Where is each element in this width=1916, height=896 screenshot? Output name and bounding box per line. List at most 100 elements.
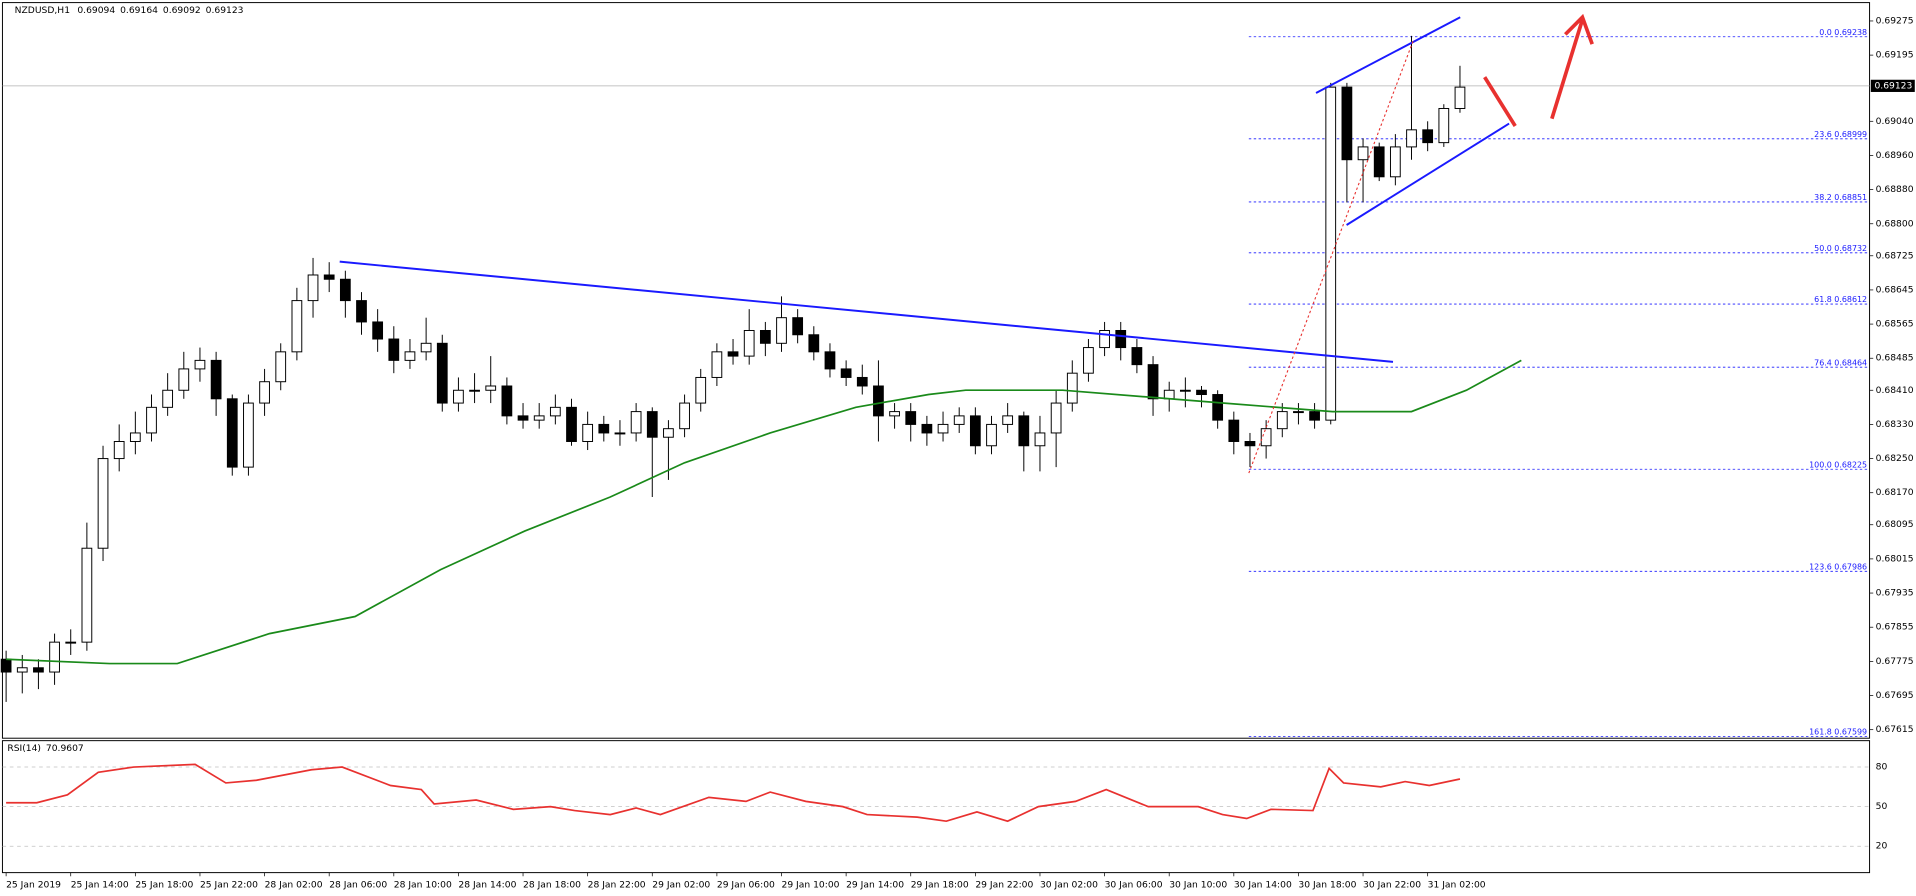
candle-body [113, 441, 125, 460]
y-tick-label: 0.68485 [1876, 353, 1914, 364]
x-tick-label: 30 Jan 18:00 [1298, 879, 1356, 890]
candle-body [469, 389, 480, 392]
candle-body [1002, 415, 1014, 425]
y-tick-label: 0.67935 [1876, 588, 1914, 599]
candle-body [792, 317, 804, 336]
arrow-head [1564, 13, 1594, 45]
x-tick-label: 31 Jan 02:00 [1428, 879, 1486, 890]
candle-body [549, 406, 561, 417]
rsi-tick-label: 20 [1876, 841, 1888, 852]
y-tick-label: 0.68960 [1876, 150, 1914, 161]
fib-level: 76.4 [1814, 358, 1832, 367]
fib-level: 100.0 [1809, 460, 1832, 469]
candle-body [436, 342, 448, 404]
candle-body [162, 389, 174, 408]
candle-body [630, 411, 642, 434]
candle-body [776, 317, 787, 344]
main-frame [1, 2, 1871, 739]
candle-body [1083, 347, 1094, 374]
candle-body [0, 658, 12, 673]
x-tick-label: 29 Jan 02:00 [652, 879, 710, 890]
fib-price: 0.68225 [1834, 460, 1867, 469]
candle-body [210, 359, 222, 400]
x-tick-label: 29 Jan 14:00 [846, 879, 904, 890]
candle-body [808, 334, 820, 353]
x-tick-label: 29 Jan 18:00 [911, 879, 969, 890]
candle-body [33, 667, 44, 673]
candle-body [420, 342, 432, 353]
arrow-stroke [1483, 76, 1517, 127]
fib-label: 61.8 0.68612 [1814, 295, 1867, 304]
candle-body [1276, 411, 1288, 430]
candle-body [1179, 389, 1191, 392]
candle-body [1293, 411, 1304, 414]
fib-level: 38.2 [1814, 193, 1832, 202]
chart-title: NZDUSD,H1 0.69094 0.69164 0.69092 0.69123 [15, 4, 244, 15]
candle-body [81, 547, 93, 643]
candle-body [582, 423, 594, 442]
x-tick-label: 28 Jan 22:00 [588, 879, 646, 890]
fib-label: 0.0 0.69238 [1819, 27, 1867, 36]
candle-body [1212, 394, 1224, 421]
candle-body [49, 641, 60, 673]
candle-body [969, 415, 981, 447]
y-tick-label: 0.69040 [1876, 116, 1914, 127]
x-tick-label: 25 Jan 14:00 [71, 879, 129, 890]
candle-body [1422, 129, 1434, 144]
fib-price: 0.68464 [1834, 358, 1867, 367]
x-tick-label: 25 Jan 18:00 [135, 879, 193, 890]
candle-body [178, 368, 190, 391]
x-tick-label: 28 Jan 10:00 [394, 879, 452, 890]
candle-body [97, 458, 109, 549]
candle-body [372, 321, 384, 340]
candle-body [598, 423, 610, 434]
candle-body [1163, 389, 1175, 400]
candle-body [759, 329, 771, 344]
candle-body [1341, 86, 1353, 161]
fib-price: 0.67599 [1834, 727, 1867, 736]
channel-lower [1346, 122, 1510, 226]
candle-body [533, 415, 545, 421]
candle-body [727, 351, 739, 357]
x-tick-label: 29 Jan 06:00 [717, 879, 775, 890]
x-tick-label: 30 Jan 22:00 [1363, 879, 1421, 890]
x-tick-label: 28 Jan 18:00 [523, 879, 581, 890]
candle-body [485, 385, 497, 391]
candle-body [1018, 415, 1030, 447]
fib-label: 23.6 0.68999 [1814, 129, 1867, 138]
y-tick-label: 0.68410 [1876, 385, 1914, 396]
rsi-tick-label: 80 [1876, 762, 1888, 773]
current-price-label: 0.69123 [1874, 80, 1912, 91]
candle-body [1438, 107, 1450, 144]
candle-body [129, 432, 141, 442]
fib-level: 50.0 [1814, 243, 1832, 252]
moving-average [6, 359, 1522, 665]
candle-body [856, 376, 868, 387]
y-tick-label: 0.68880 [1876, 184, 1914, 195]
candle-body [226, 398, 238, 468]
candle-body [921, 423, 933, 434]
candle-body [1309, 411, 1320, 421]
mark-layer [0, 35, 1522, 823]
fib-label: 50.0 0.68732 [1814, 243, 1867, 252]
fib-price: 0.67986 [1834, 562, 1867, 571]
y-tick-label: 0.69195 [1876, 50, 1914, 61]
candle-body [840, 368, 852, 378]
candle-body [291, 300, 303, 353]
annotations [339, 13, 1594, 474]
candle-body [388, 338, 400, 361]
x-tick-label: 28 Jan 02:00 [265, 879, 323, 890]
fib-level: 123.6 [1809, 562, 1832, 571]
y-tick-label: 0.68170 [1876, 487, 1914, 498]
fib-price: 0.69238 [1834, 27, 1867, 36]
candle-body [1389, 146, 1401, 178]
candle-body [307, 274, 319, 302]
x-tick-label: 29 Jan 10:00 [782, 879, 840, 890]
fib-price: 0.68612 [1834, 295, 1867, 304]
candle-body [614, 432, 626, 435]
fib-label: 100.0 0.68225 [1809, 460, 1867, 469]
y-tick-label: 0.68015 [1876, 553, 1914, 564]
candle-body [953, 415, 965, 425]
